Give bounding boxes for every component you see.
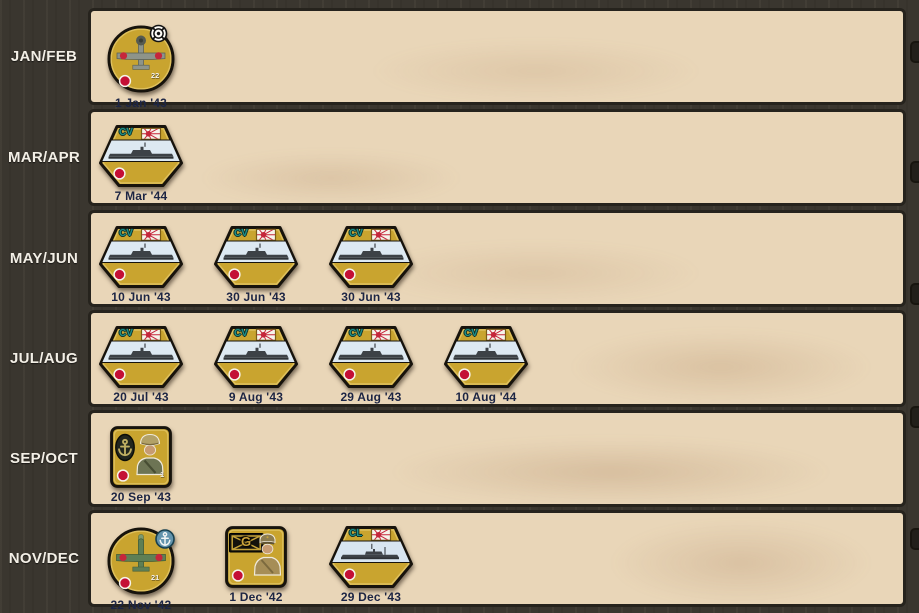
carrier-counter[interactable]: CV [214, 226, 298, 288]
month-label-jul-aug: JUL/AUG [10, 350, 78, 367]
seaplane-counter[interactable]: 21 [106, 526, 176, 596]
unit-type-label: CV [234, 228, 248, 239]
carrier-counter-art [214, 226, 298, 288]
carrier-counter[interactable]: CV [99, 326, 183, 388]
unit-type-label: CV [349, 228, 363, 239]
carrier-counter-art [99, 326, 183, 388]
unit-type-label: CV [119, 127, 133, 138]
arrival-date: 29 Aug '43 [340, 390, 402, 404]
counter-slot: CV 30 Jun '43 [206, 213, 306, 304]
arrival-date: 22 Nov '42 [110, 598, 172, 612]
carrier-counter[interactable]: CV [99, 125, 183, 187]
schedule-row-jul-aug: CV 20 Jul '43 CV 9 Aug '43 CV 29 Aug '43… [88, 310, 906, 407]
carrier-counter-art [214, 326, 298, 388]
counter-slot: CV 9 Aug '43 [206, 313, 306, 404]
carrier-counter[interactable]: CV [329, 226, 413, 288]
counter-slot: CV 20 Jul '43 [91, 313, 191, 404]
carrier-counter[interactable]: CV [214, 326, 298, 388]
arrival-date: 29 Dec '43 [340, 590, 402, 604]
counter-slot: CV 10 Aug '44 [436, 313, 536, 404]
unit-type-label: G [240, 534, 252, 549]
seaplane-counter-art [107, 527, 176, 595]
schedule-row-may-jun: CV 10 Jun '43 CV 30 Jun '43 CV 30 Jun '4… [88, 210, 906, 307]
carrier-counter-art [444, 326, 528, 388]
carrier-counter-art [99, 125, 183, 187]
carrier-counter[interactable]: CV [329, 326, 413, 388]
stain-texture [611, 521, 871, 605]
unit-number: 22 [151, 71, 160, 80]
schedule-row-jan-feb: 22 1 Jan '43 [88, 8, 906, 110]
month-label-nov-dec: NOV/DEC [8, 550, 80, 567]
edge-tab [910, 161, 919, 183]
arrival-date: 30 Jun '43 [341, 290, 401, 304]
unit-type-label: CV [349, 328, 363, 339]
month-label-mar-apr: MAR/APR [7, 149, 81, 166]
counter-slot: 22 1 Jan '43 [91, 11, 191, 110]
cruiser-counter-art [329, 526, 413, 588]
arrival-date: 10 Jun '43 [111, 290, 171, 304]
arrival-date: 30 Jun '43 [226, 290, 286, 304]
unit-type-label: CV [464, 328, 478, 339]
counter-slot: G 1 Dec '42 [206, 513, 306, 604]
edge-tab [910, 283, 919, 305]
edge-tab [910, 528, 919, 550]
garrison-infantry-counter[interactable]: G [225, 526, 287, 588]
counter-slot: CL 29 Dec '43 [321, 513, 421, 604]
edge-tab [910, 41, 919, 63]
stain-texture [371, 41, 701, 101]
arrival-date: 1 Jan '43 [114, 96, 168, 110]
carrier-counter-art [329, 226, 413, 288]
edge-tab [910, 406, 919, 428]
arrival-date: 10 Aug '44 [455, 390, 517, 404]
counter-slot: CV 7 Mar '44 [91, 112, 191, 203]
stain-texture [571, 331, 871, 403]
schedule-row-mar-apr: CV 7 Mar '44 [88, 109, 906, 206]
unit-number: 1 [160, 470, 165, 479]
counter-slot: CV 10 Jun '43 [91, 213, 191, 304]
stain-texture [391, 439, 831, 505]
counter-slot: CV 30 Jun '43 [321, 213, 421, 304]
stain-texture [201, 152, 461, 204]
fighter-aircraft-counter[interactable]: 22 [106, 24, 176, 94]
month-label-may-jun: MAY/JUN [9, 250, 79, 267]
schedule-row-sep-oct: 1 20 Sep '43 [88, 410, 906, 507]
fighter-counter-art [107, 24, 175, 93]
month-label-sep-oct: SEP/OCT [10, 450, 78, 467]
unit-type-label: CV [119, 228, 133, 239]
carrier-counter-art [329, 326, 413, 388]
counter-slot: 21 22 Nov '42 [91, 513, 191, 612]
counter-slot: 1 20 Sep '43 [91, 413, 191, 504]
unit-type-label: CV [234, 328, 248, 339]
carrier-counter[interactable]: CV [99, 226, 183, 288]
arrival-date: 9 Aug '43 [228, 390, 284, 404]
arrival-date: 20 Jul '43 [113, 390, 169, 404]
month-label-jan-feb: JAN/FEB [10, 48, 78, 65]
counter-slot: CV 29 Aug '43 [321, 313, 421, 404]
unit-type-label: CV [119, 328, 133, 339]
naval-infantry-counter[interactable]: 1 [110, 426, 172, 488]
arrival-date: 1 Dec '42 [229, 590, 283, 604]
arrival-date: 7 Mar '44 [114, 189, 168, 203]
arrival-date: 20 Sep '43 [110, 490, 172, 504]
carrier-counter[interactable]: CV [444, 326, 528, 388]
carrier-counter-art [99, 226, 183, 288]
light-cruiser-counter[interactable]: CL [329, 526, 413, 588]
unit-number: 21 [151, 573, 160, 582]
schedule-row-nov-dec: 21 22 Nov '42 G 1 Dec '42 CL 29 Dec '43 [88, 510, 906, 612]
unit-type-label: CL [349, 528, 363, 539]
